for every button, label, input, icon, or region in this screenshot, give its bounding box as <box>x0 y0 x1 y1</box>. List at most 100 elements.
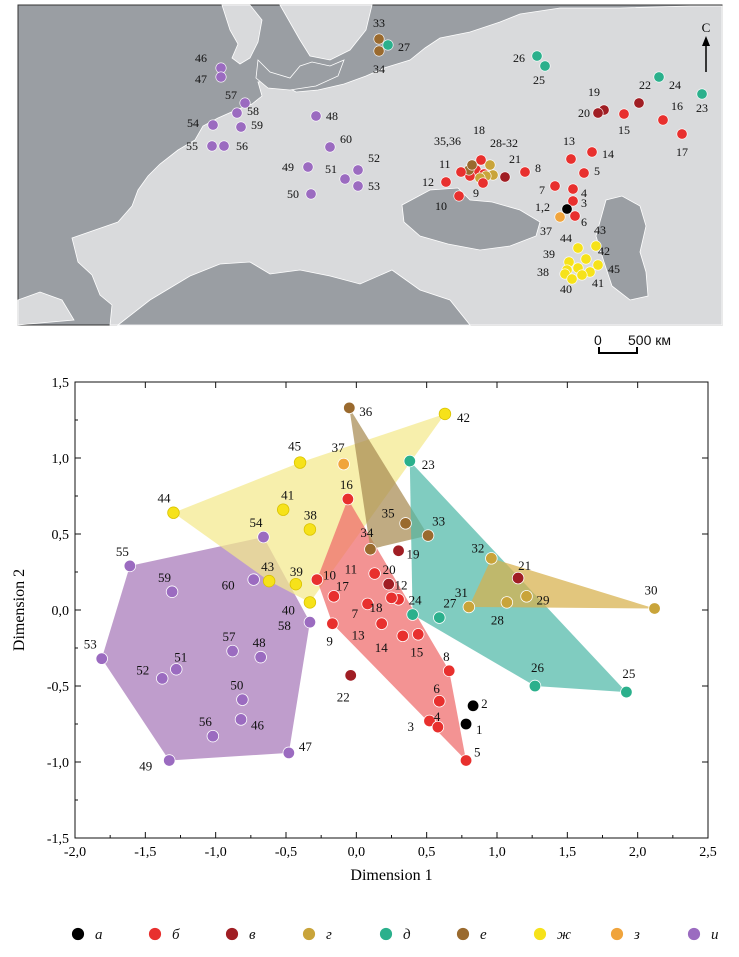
map-site-dot <box>324 141 336 153</box>
map-site-label: 60 <box>340 132 352 146</box>
point-44 <box>167 506 180 519</box>
map-site-label: 3 <box>581 196 587 210</box>
map-site-label: 48 <box>326 109 338 123</box>
hull-б <box>316 499 467 761</box>
legend-label: ж <box>557 927 571 943</box>
x-tick-label: 2,5 <box>699 845 717 860</box>
map-site-dot <box>440 176 452 188</box>
map-site-dot <box>305 188 317 200</box>
map-site-dot <box>352 164 364 176</box>
point-37 <box>337 457 350 471</box>
map-site-dot <box>235 121 247 133</box>
legend-label: е <box>480 927 487 943</box>
point-label-31: 31 <box>455 585 468 600</box>
point-8 <box>442 664 456 678</box>
map-site-dot <box>569 210 581 222</box>
point-18 <box>385 591 398 605</box>
point-33 <box>421 529 435 542</box>
scale-zero-label: 0 <box>594 332 602 348</box>
map-land <box>71 5 723 326</box>
map-site-53: 53 <box>352 179 380 193</box>
map-site-label: 47 <box>195 72 207 86</box>
map-site-label: 28-32 <box>490 136 518 150</box>
point-3 <box>423 714 436 728</box>
map-site-label: 38 <box>537 265 549 279</box>
point-54 <box>257 530 270 544</box>
point-13 <box>375 617 388 630</box>
map-site-8: 8 <box>519 161 541 178</box>
map-site-label: 42 <box>598 244 610 258</box>
map-site-3: 3 <box>567 195 587 210</box>
map-site-47: 47 <box>195 71 227 86</box>
map-site-dot <box>519 166 531 178</box>
legend-label: а <box>95 927 103 943</box>
map-site-label: 27 <box>398 40 410 54</box>
y-tick-label: -0,5 <box>47 680 69 695</box>
map-site-label: 11 <box>439 157 451 171</box>
x-tick-label: 0,5 <box>418 845 436 860</box>
map-site-54: 54 <box>187 116 219 131</box>
point-label-49: 49 <box>139 758 152 773</box>
map-scandinavia <box>221 4 373 65</box>
point-48 <box>254 650 267 664</box>
map-site-59: 59 <box>235 118 263 133</box>
map-site-label: 34 <box>373 62 385 76</box>
point-15 <box>412 628 425 641</box>
point-39 <box>289 577 303 591</box>
map-site-15: 15 <box>618 108 630 137</box>
map-site-dot <box>618 108 630 120</box>
map-site-dot <box>580 253 592 265</box>
map-site-42: 42 <box>580 244 610 265</box>
map-site-label: 8 <box>535 161 541 175</box>
map-site-label: 56 <box>236 139 248 153</box>
legend-swatch <box>225 927 239 941</box>
map-site-dot <box>657 114 669 126</box>
map-site-label: 6 <box>581 215 587 229</box>
map-site-21: 21 <box>499 152 521 183</box>
scale-tick-left <box>598 347 600 354</box>
map-site-dot <box>231 107 243 119</box>
map-site-52: 52 <box>352 151 380 176</box>
map-site-label: 4 <box>581 186 587 200</box>
map-site-dot <box>653 71 665 83</box>
point-label-40: 40 <box>282 602 295 617</box>
legend-label: б <box>172 927 180 943</box>
point-24 <box>406 608 419 621</box>
point-9 <box>326 617 339 630</box>
map-site-dot <box>373 33 385 45</box>
map-site-label: 44 <box>560 231 572 245</box>
map-site-4: 4 <box>567 183 587 200</box>
map-site-label: 59 <box>251 118 263 132</box>
point-label-41: 41 <box>281 488 294 503</box>
map-site-label: 55 <box>186 139 198 153</box>
map-site-17: 17 <box>676 128 688 159</box>
point-label-1: 1 <box>476 722 483 737</box>
point-label-3: 3 <box>407 719 414 734</box>
point-label-59: 59 <box>158 570 171 585</box>
point-label-18: 18 <box>370 600 383 615</box>
point-label-51: 51 <box>174 649 187 664</box>
point-label-55: 55 <box>116 544 129 559</box>
map-site-12: 12 <box>422 175 452 189</box>
point-17 <box>327 590 341 603</box>
point-label-46: 46 <box>251 717 265 732</box>
map-black-sea <box>401 187 541 251</box>
point-57 <box>226 644 239 658</box>
map-site-41: 41 <box>576 269 604 290</box>
map-site-dot <box>633 97 645 109</box>
point-label-54: 54 <box>249 515 263 530</box>
point-label-39: 39 <box>290 564 303 579</box>
map-site-56: 56 <box>218 139 248 153</box>
point-55 <box>123 559 137 573</box>
point-label-57: 57 <box>223 629 237 644</box>
map-site-dot <box>578 167 590 179</box>
point-36 <box>343 401 356 415</box>
point-19 <box>392 544 405 557</box>
map-site-13: 13 <box>563 134 577 165</box>
x-axis-label: Dimension 1 <box>350 867 432 884</box>
point-14 <box>396 629 409 643</box>
point-23 <box>403 454 416 468</box>
y-tick-label: 1,5 <box>52 376 70 391</box>
point-label-48: 48 <box>253 635 266 650</box>
map-site-dot <box>382 39 394 51</box>
